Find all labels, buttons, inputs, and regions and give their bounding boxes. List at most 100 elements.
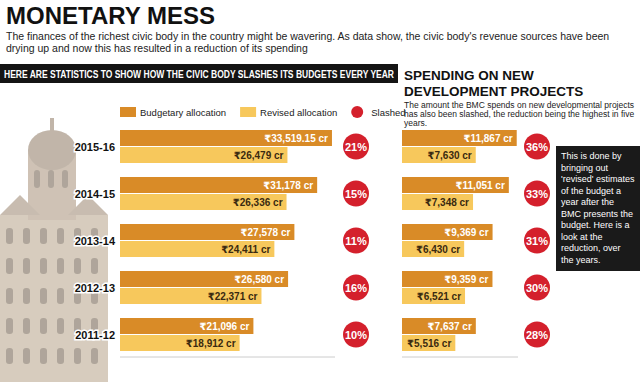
building-window <box>6 228 13 244</box>
building-dome <box>28 130 76 170</box>
category-label: 2015-16 <box>75 141 115 153</box>
badge-label: 16% <box>345 282 367 294</box>
badge-label: 33% <box>526 188 548 200</box>
bar <box>402 335 455 351</box>
building-window <box>91 348 98 364</box>
bar <box>402 147 476 163</box>
bar <box>402 271 492 287</box>
building-window <box>91 258 98 274</box>
legend-label: Slashed <box>371 107 405 118</box>
slashed-badge <box>343 228 369 254</box>
legend: Budgetary allocation Revised allocation Sl… <box>120 106 406 118</box>
badge-label: 28% <box>526 329 548 341</box>
section-band <box>0 64 398 83</box>
data-label: ₹26,479 cr <box>234 150 284 161</box>
note-text-line: bringing out <box>561 163 609 173</box>
building-window <box>74 348 81 364</box>
note-text: This is done bybringing out'revised' est… <box>561 151 635 265</box>
data-label: ₹7,637 cr <box>428 321 472 332</box>
bars <box>402 130 517 351</box>
building-window <box>74 258 81 274</box>
note-text-line: look at the <box>561 232 603 242</box>
data-label: ₹7,630 cr <box>428 150 472 161</box>
bar <box>120 194 287 210</box>
badge-label: 36% <box>526 141 548 153</box>
category-label: 2013-14 <box>75 235 116 247</box>
legend-swatch <box>351 106 363 118</box>
data-label: ₹11,867 cr <box>463 133 512 144</box>
badge-label: 15% <box>345 188 367 200</box>
data-label: ₹33,519.15 cr <box>264 133 328 144</box>
building-window <box>6 318 13 334</box>
building-window <box>34 170 40 188</box>
bar <box>402 241 464 257</box>
building-window <box>40 318 47 334</box>
x-axis-line <box>402 357 518 358</box>
building-window <box>6 258 13 274</box>
badge-label: 30% <box>526 282 548 294</box>
building-spire <box>50 118 54 132</box>
bar <box>120 130 332 146</box>
data-label: ₹26,580 cr <box>234 274 284 285</box>
note-text-line: the years. <box>561 255 601 265</box>
note-text-line: BMC presents the <box>561 209 633 219</box>
labels: ₹11,867 cr₹7,630 cr36%₹11,051 cr₹7,348 c… <box>407 133 550 349</box>
bar <box>120 335 240 351</box>
data-label: ₹6,430 cr <box>416 244 460 255</box>
infographic: MONETARY MESSThe finances of the richest… <box>0 0 640 382</box>
legend-label: Budgetary allocation <box>140 107 226 118</box>
building-window <box>6 348 13 364</box>
chart-title: HERE ARE STATISTICS TO SHOW HOW THE CIVI… <box>4 68 394 80</box>
note-text-line: reduction, over <box>561 243 621 253</box>
chart-subtitle-line: years. <box>404 118 427 128</box>
slashed-badge <box>524 322 550 348</box>
data-label: ₹22,371 cr <box>208 291 258 302</box>
slashed-badge <box>524 134 550 160</box>
chart-subtitle-line: has also been slashed, the reduction bei… <box>404 109 634 119</box>
note-text-line: budget. Here is a <box>561 220 630 230</box>
labels: 2015-16₹33,519.15 cr₹26,479 cr21%2014-15… <box>75 133 369 349</box>
bars <box>120 130 332 351</box>
note-text-line: year after the <box>561 197 614 207</box>
data-label: ₹5,516 cr <box>407 338 451 349</box>
slashed-badge <box>343 181 369 207</box>
data-label: ₹9,359 cr <box>444 274 488 285</box>
legend-label: Revised allocation <box>260 107 337 118</box>
bar <box>402 177 509 193</box>
note-text-line: of the budget a <box>561 186 621 196</box>
data-label: ₹21,096 cr <box>200 321 250 332</box>
bar <box>120 288 261 304</box>
slashed-badge <box>524 181 550 207</box>
badge-label: 31% <box>526 235 548 247</box>
chart-title-line: DEVELOPMENT PROJECTS <box>404 84 583 99</box>
slashed-badge <box>343 134 369 160</box>
building-window <box>62 170 68 188</box>
bar <box>120 241 274 257</box>
bar <box>120 224 294 240</box>
background <box>0 0 640 382</box>
building-window <box>6 288 13 304</box>
bar <box>120 271 288 287</box>
chart-title: SPENDING ON NEWDEVELOPMENT PROJECTS <box>404 68 583 99</box>
building-gable <box>0 195 40 215</box>
data-label: ₹11,051 cr <box>456 180 505 191</box>
data-label: ₹26,336 cr <box>233 197 283 208</box>
building-window <box>23 288 30 304</box>
building-window <box>40 258 47 274</box>
badge-label: 21% <box>345 141 367 153</box>
badge-label: 10% <box>345 329 367 341</box>
building-window <box>23 258 30 274</box>
slashed-badge <box>343 275 369 301</box>
note-box <box>556 146 640 271</box>
subtitle-line: The finances of the richest civic body i… <box>6 30 609 42</box>
data-label: ₹31,178 cr <box>263 180 313 191</box>
building-window <box>57 318 64 334</box>
category-label: 2012-13 <box>75 282 115 294</box>
data-label: ₹27,578 cr <box>241 227 291 238</box>
chart-subtitle: The amount the BMC spends on new develop… <box>404 100 634 128</box>
building-window <box>57 348 64 364</box>
slashed-badge <box>524 228 550 254</box>
building-window <box>23 348 30 364</box>
data-label: ₹18,912 cr <box>186 338 236 349</box>
bar <box>402 194 473 210</box>
